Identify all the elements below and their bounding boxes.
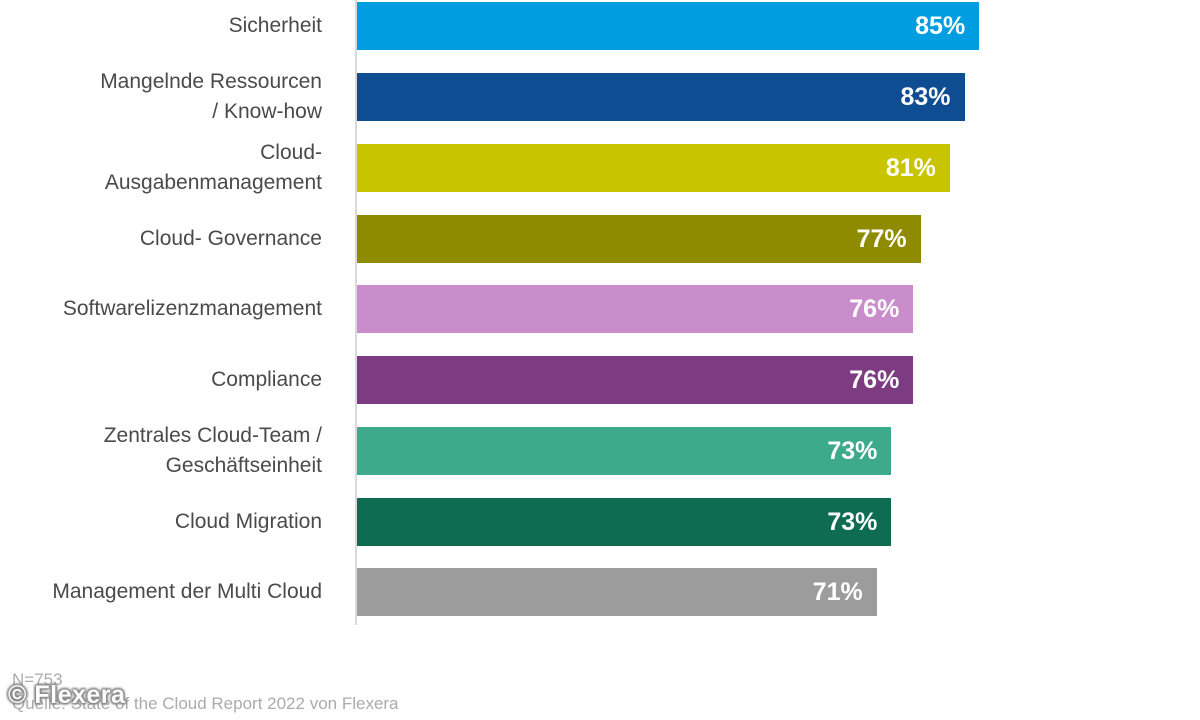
chart-row: Sicherheit 85% bbox=[0, 0, 1089, 62]
value-label: 77% bbox=[856, 224, 907, 253]
flexera-watermark: © Flexera bbox=[8, 681, 126, 709]
chart-row: Management der Multi Cloud 71% bbox=[0, 557, 1089, 628]
source-label: Quelle: State of the Cloud Report 2022 v… bbox=[12, 694, 399, 713]
category-label: Cloud- Governance bbox=[139, 226, 322, 250]
bar: 76% bbox=[357, 285, 914, 334]
bar-track: 71% bbox=[357, 568, 1089, 617]
value-label: 76% bbox=[849, 295, 900, 324]
chart-row: Mangelnde Ressourcen / Know-how 83% bbox=[0, 62, 1089, 133]
bar-track: 76% bbox=[357, 356, 1089, 405]
bar: 81% bbox=[357, 143, 950, 192]
value-label: 85% bbox=[915, 12, 966, 41]
chart-row: Cloud- Governance 77% bbox=[0, 203, 1089, 274]
bar: 77% bbox=[357, 214, 921, 263]
category-label: Mangelnde Ressourcen / Know-how bbox=[100, 70, 322, 124]
bar: 71% bbox=[357, 568, 877, 617]
bar: 73% bbox=[357, 497, 892, 546]
bar-track: 73% bbox=[357, 497, 1089, 546]
bar-track: 85% bbox=[357, 2, 1089, 51]
value-label: 73% bbox=[827, 507, 878, 536]
bar: 85% bbox=[357, 2, 980, 51]
bar: 73% bbox=[357, 426, 892, 475]
value-label: 81% bbox=[885, 153, 936, 182]
category-label: Sicherheit bbox=[228, 14, 322, 38]
bar-chart: Sicherheit 85% Mangelnde Ressourcen / Kn… bbox=[0, 0, 1089, 628]
chart-row: Cloud Migration 73% bbox=[0, 486, 1089, 557]
chart-row: Cloud- Ausgabenmanagement 81% bbox=[0, 133, 1089, 204]
chart-row: Softwarelizenzmanagement 76% bbox=[0, 274, 1089, 345]
category-label: Zentrales Cloud-Team / Geschäftseinheit bbox=[103, 423, 322, 477]
category-label: Management der Multi Cloud bbox=[52, 580, 322, 604]
bar-track: 83% bbox=[357, 73, 1089, 122]
bar-track: 81% bbox=[357, 143, 1089, 192]
chart-row: Zentrales Cloud-Team / Geschäftseinheit … bbox=[0, 416, 1089, 487]
sample-size-label: N=753 bbox=[12, 670, 63, 689]
category-label: Cloud- Ausgabenmanagement bbox=[104, 140, 322, 194]
category-label: Cloud Migration bbox=[174, 509, 322, 533]
value-label: 76% bbox=[849, 366, 900, 395]
bar: 76% bbox=[357, 356, 914, 405]
y-axis-line bbox=[355, 0, 357, 625]
bar-track: 76% bbox=[357, 285, 1089, 334]
value-label: 83% bbox=[900, 83, 951, 112]
value-label: 73% bbox=[827, 436, 878, 465]
bar-track: 77% bbox=[357, 214, 1089, 263]
chart-rows: Sicherheit 85% Mangelnde Ressourcen / Kn… bbox=[0, 0, 1089, 628]
chart-row: Compliance 76% bbox=[0, 345, 1089, 416]
category-label: Compliance bbox=[211, 368, 322, 392]
bar: 83% bbox=[357, 73, 965, 122]
category-label: Softwarelizenzmanagement bbox=[62, 297, 322, 321]
bar-track: 73% bbox=[357, 426, 1089, 475]
value-label: 71% bbox=[812, 578, 863, 607]
